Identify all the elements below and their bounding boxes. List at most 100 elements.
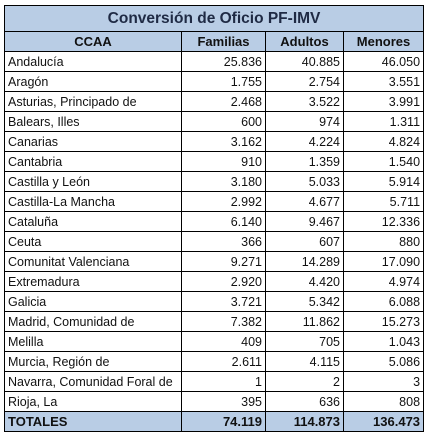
cell-familias: 910 <box>181 151 266 172</box>
table-row: Castilla y León 3.180 5.033 5.914 <box>4 171 425 192</box>
cell-familias: 25.836 <box>181 51 266 72</box>
conversion-table: Conversión de Oficio PF-IMV CCAA Familia… <box>3 5 425 432</box>
table-row: Andalucía 25.836 40.885 46.050 <box>4 51 425 72</box>
cell-familias: 409 <box>181 331 266 352</box>
column-header-ccaa: CCAA <box>4 31 182 52</box>
cell-adultos: 9.467 <box>265 211 344 232</box>
cell-familias: 3.162 <box>181 131 266 152</box>
cell-ccaa: Ceuta <box>4 231 182 252</box>
cell-familias: 1.755 <box>181 71 266 92</box>
cell-adultos: 4.224 <box>265 131 344 152</box>
cell-adultos: 3.522 <box>265 91 344 112</box>
cell-ccaa: Comunitat Valenciana <box>4 251 182 272</box>
cell-adultos: 4.420 <box>265 271 344 292</box>
table-row: Cantabria 910 1.359 1.540 <box>4 151 425 172</box>
cell-ccaa: Murcia, Región de <box>4 351 182 372</box>
cell-familias: 3.180 <box>181 171 266 192</box>
cell-familias: 366 <box>181 231 266 252</box>
cell-menores: 5.086 <box>342 351 425 372</box>
cell-familias: 2.611 <box>181 351 266 372</box>
cell-ccaa: Balears, Illes <box>4 111 182 132</box>
cell-familias: 2.920 <box>181 271 266 292</box>
table-row: Extremadura 2.920 4.420 4.974 <box>4 271 425 292</box>
cell-ccaa: Aragón <box>4 71 182 92</box>
cell-menores: 1.311 <box>342 111 425 132</box>
cell-ccaa: Madrid, Comunidad de <box>4 311 182 332</box>
cell-adultos: 11.862 <box>265 311 344 332</box>
cell-ccaa: Castilla y León <box>4 171 182 192</box>
table-container: Conversión de Oficio PF-IMV CCAA Familia… <box>3 5 425 432</box>
cell-ccaa: Castilla-La Mancha <box>4 191 182 212</box>
cell-menores: 46.050 <box>342 51 425 72</box>
cell-adultos: 4.115 <box>265 351 344 372</box>
cell-menores: 12.336 <box>342 211 425 232</box>
cell-menores: 808 <box>342 391 425 412</box>
table-row: Aragón 1.755 2.754 3.551 <box>4 71 425 92</box>
table-row: Melilla 409 705 1.043 <box>4 331 425 352</box>
header-row: CCAA Familias Adultos Menores <box>4 31 425 52</box>
table-row: Madrid, Comunidad de 7.382 11.862 15.273 <box>4 311 425 332</box>
cell-ccaa: Cantabria <box>4 151 182 172</box>
totals-row: TOTALES 74.119 114.873 136.473 <box>4 411 425 432</box>
cell-adultos: 5.342 <box>265 291 344 312</box>
table-row: Canarias 3.162 4.224 4.824 <box>4 131 425 152</box>
cell-familias: 2.468 <box>181 91 266 112</box>
cell-adultos: 636 <box>265 391 344 412</box>
table-row: Rioja, La 395 636 808 <box>4 391 425 412</box>
cell-familias: 2.992 <box>181 191 266 212</box>
cell-adultos: 40.885 <box>265 51 344 72</box>
table-row: Asturias, Principado de 2.468 3.522 3.991 <box>4 91 425 112</box>
cell-ccaa: Navarra, Comunidad Foral de <box>4 371 182 392</box>
cell-ccaa: Asturias, Principado de <box>4 91 182 112</box>
cell-adultos: 705 <box>265 331 344 352</box>
table-row: Castilla-La Mancha 2.992 4.677 5.711 <box>4 191 425 212</box>
cell-menores: 3 <box>342 371 425 392</box>
table-row: Cataluña 6.140 9.467 12.336 <box>4 211 425 232</box>
column-header-menores: Menores <box>342 31 425 52</box>
cell-familias: 3.721 <box>181 291 266 312</box>
table-row: Navarra, Comunidad Foral de 1 2 3 <box>4 371 425 392</box>
cell-menores: 5.914 <box>342 171 425 192</box>
cell-ccaa: Canarias <box>4 131 182 152</box>
cell-menores: 4.824 <box>342 131 425 152</box>
totals-familias: 74.119 <box>181 411 266 432</box>
cell-menores: 6.088 <box>342 291 425 312</box>
cell-adultos: 2.754 <box>265 71 344 92</box>
totals-label: TOTALES <box>4 411 182 432</box>
table-title: Conversión de Oficio PF-IMV <box>3 5 425 32</box>
cell-ccaa: Galicia <box>4 291 182 312</box>
cell-familias: 9.271 <box>181 251 266 272</box>
cell-familias: 1 <box>181 371 266 392</box>
table-row: Balears, Illes 600 974 1.311 <box>4 111 425 132</box>
cell-adultos: 1.359 <box>265 151 344 172</box>
cell-adultos: 974 <box>265 111 344 132</box>
column-header-familias: Familias <box>181 31 266 52</box>
cell-menores: 1.043 <box>342 331 425 352</box>
cell-menores: 15.273 <box>342 311 425 332</box>
cell-familias: 600 <box>181 111 266 132</box>
column-header-adultos: Adultos <box>265 31 344 52</box>
cell-adultos: 5.033 <box>265 171 344 192</box>
cell-adultos: 4.677 <box>265 191 344 212</box>
cell-ccaa: Melilla <box>4 331 182 352</box>
cell-familias: 395 <box>181 391 266 412</box>
cell-ccaa: Extremadura <box>4 271 182 292</box>
cell-menores: 3.991 <box>342 91 425 112</box>
cell-ccaa: Rioja, La <box>4 391 182 412</box>
cell-familias: 7.382 <box>181 311 266 332</box>
cell-ccaa: Cataluña <box>4 211 182 232</box>
table-row: Murcia, Región de 2.611 4.115 5.086 <box>4 351 425 372</box>
table-body: Andalucía 25.836 40.885 46.050 Aragón 1.755 2.… <box>4 51 425 412</box>
cell-adultos: 14.289 <box>265 251 344 272</box>
cell-menores: 4.974 <box>342 271 425 292</box>
totals-adultos: 114.873 <box>265 411 344 432</box>
cell-adultos: 2 <box>265 371 344 392</box>
table-row: Comunitat Valenciana 9.271 14.289 17.090 <box>4 251 425 272</box>
cell-ccaa: Andalucía <box>4 51 182 72</box>
cell-adultos: 607 <box>265 231 344 252</box>
totals-menores: 136.473 <box>342 411 425 432</box>
table-row: Galicia 3.721 5.342 6.088 <box>4 291 425 312</box>
table-row: Ceuta 366 607 880 <box>4 231 425 252</box>
cell-menores: 1.540 <box>342 151 425 172</box>
cell-menores: 880 <box>342 231 425 252</box>
